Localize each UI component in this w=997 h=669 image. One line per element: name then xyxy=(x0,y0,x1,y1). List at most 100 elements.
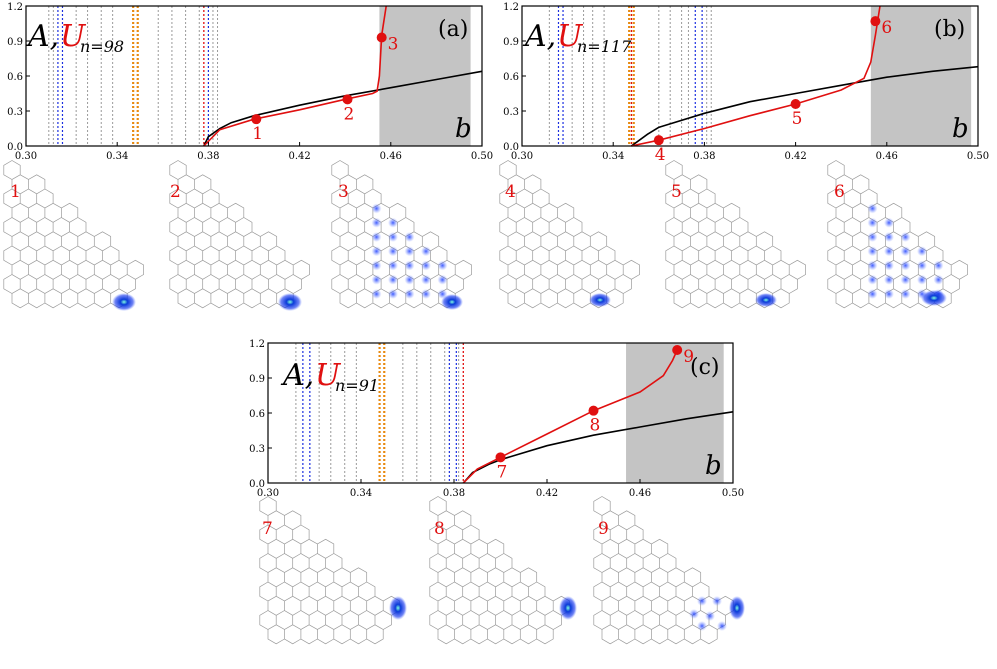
density-spot xyxy=(917,274,927,285)
legend-U-a: U xyxy=(60,19,87,54)
density-spot xyxy=(371,246,382,257)
data-point-5 xyxy=(790,99,801,109)
density-spot xyxy=(884,217,894,228)
density-spot xyxy=(867,246,878,257)
x-tick-label: 0.38 xyxy=(197,151,219,162)
lattice-mesh xyxy=(259,496,400,645)
density-spot xyxy=(689,609,699,619)
density-spot xyxy=(404,274,415,285)
y-tick-label: 1.2 xyxy=(503,2,519,13)
density-blob xyxy=(921,290,947,306)
point-label-7: 7 xyxy=(497,462,508,482)
x-tick-label: 0.34 xyxy=(106,151,128,162)
density-spot xyxy=(404,232,415,242)
density-spot xyxy=(371,217,382,228)
series-A xyxy=(630,65,979,147)
x-tick-label: 0.46 xyxy=(380,151,402,162)
density-spot xyxy=(867,260,878,271)
x-tick-label: 0.34 xyxy=(602,151,624,162)
density-spot xyxy=(421,260,431,271)
density-spot xyxy=(705,611,715,621)
y-tick-label: 0.0 xyxy=(7,142,23,153)
density-spot xyxy=(388,232,398,242)
lattice-mesh xyxy=(331,160,472,309)
x-tick-label: 0.42 xyxy=(784,151,806,162)
y-tick-label: 0.6 xyxy=(249,409,265,420)
density-spot xyxy=(388,246,398,257)
y-tick-label: 1.2 xyxy=(7,2,23,13)
axis-var-a: b xyxy=(455,114,472,144)
legend-U-c: U xyxy=(315,358,342,393)
legend-U-b: U xyxy=(557,19,584,54)
data-point-1 xyxy=(251,114,262,125)
lattice-label-8: 8 xyxy=(434,519,445,539)
density-spot xyxy=(421,289,431,299)
lattice-label-3: 3 xyxy=(338,182,349,202)
x-tick-label: 0.38 xyxy=(443,488,465,499)
x-tick-label: 0.30 xyxy=(15,151,37,162)
lattice-label-7: 7 xyxy=(262,519,273,539)
lattice-inset-8: 8 xyxy=(429,496,577,645)
series-U xyxy=(203,5,387,147)
density-blob xyxy=(278,293,302,311)
data-point-7 xyxy=(495,452,506,463)
axis-var-c: b xyxy=(705,451,722,481)
lattice-mesh xyxy=(665,160,806,309)
density-spot xyxy=(884,274,894,285)
density-spot xyxy=(884,246,894,257)
panel-label-c: (c) xyxy=(690,355,720,380)
lattice-mesh xyxy=(499,160,640,309)
data-point-9 xyxy=(672,345,683,355)
series-A xyxy=(203,70,483,147)
density-spot xyxy=(867,232,878,242)
density-blob xyxy=(559,596,577,620)
x-tick-label: 0.30 xyxy=(257,488,279,499)
lattice-inset-3: 3 xyxy=(331,160,472,310)
x-tick-label: 0.30 xyxy=(511,151,533,162)
panel-label-a: (a) xyxy=(438,17,468,42)
density-spot xyxy=(900,260,911,271)
y-tick-label: 0.3 xyxy=(249,444,265,455)
density-spot xyxy=(388,289,398,299)
y-tick-label: 0.6 xyxy=(503,72,519,83)
data-point-6 xyxy=(870,16,881,27)
axis-var-b: b xyxy=(952,114,969,144)
density-spot xyxy=(900,232,911,242)
x-tick-label: 0.50 xyxy=(967,151,989,162)
legend-A-a: A, xyxy=(25,19,59,54)
density-spot xyxy=(421,274,431,285)
lattice-mesh xyxy=(593,496,734,645)
point-label-9: 9 xyxy=(683,347,694,367)
legend-sub-a: n=98 xyxy=(80,37,124,56)
y-tick-label: 0.0 xyxy=(249,479,265,490)
density-spot xyxy=(437,274,448,285)
x-tick-label: 0.42 xyxy=(288,151,310,162)
density-spot xyxy=(712,596,722,606)
lattice-mesh xyxy=(3,160,144,309)
series-U xyxy=(631,5,881,147)
density-spot xyxy=(371,274,382,285)
plot-area-b: 4 5 6 0.30 0.34 0.38 0.42 0.46 0.50 0.0 0.3 0.6 0.9 1… xyxy=(503,2,989,165)
point-label-1: 1 xyxy=(252,124,263,144)
lattice-label-6: 6 xyxy=(834,182,845,202)
density-spot xyxy=(404,289,415,299)
legend-sub-c: n=91 xyxy=(335,376,379,395)
y-tick-label: 0.3 xyxy=(7,107,23,118)
y-tick-label: 0.9 xyxy=(503,37,519,48)
y-tick-label: 0.6 xyxy=(7,72,23,83)
density-blob xyxy=(589,293,611,307)
density-spot xyxy=(371,232,382,242)
density-spot xyxy=(933,260,944,271)
density-spot xyxy=(917,246,927,257)
lattice-mesh xyxy=(429,496,570,645)
legend-sub-b: n=117 xyxy=(577,37,632,56)
y-tick-label: 0.3 xyxy=(503,107,519,118)
density-blob xyxy=(729,596,745,620)
y-tick-label: 0.9 xyxy=(7,37,23,48)
lattice-inset-6: 6 xyxy=(827,160,968,309)
lattice-mesh xyxy=(169,160,310,309)
lattice-inset-5: 5 xyxy=(665,160,806,309)
density-spot xyxy=(388,274,398,285)
density-spot xyxy=(900,246,911,257)
panel-b: 4 5 6 0.30 0.34 0.38 0.42 0.46 0.50 0.0 0.3 0.6 0.9 1… xyxy=(503,2,989,165)
